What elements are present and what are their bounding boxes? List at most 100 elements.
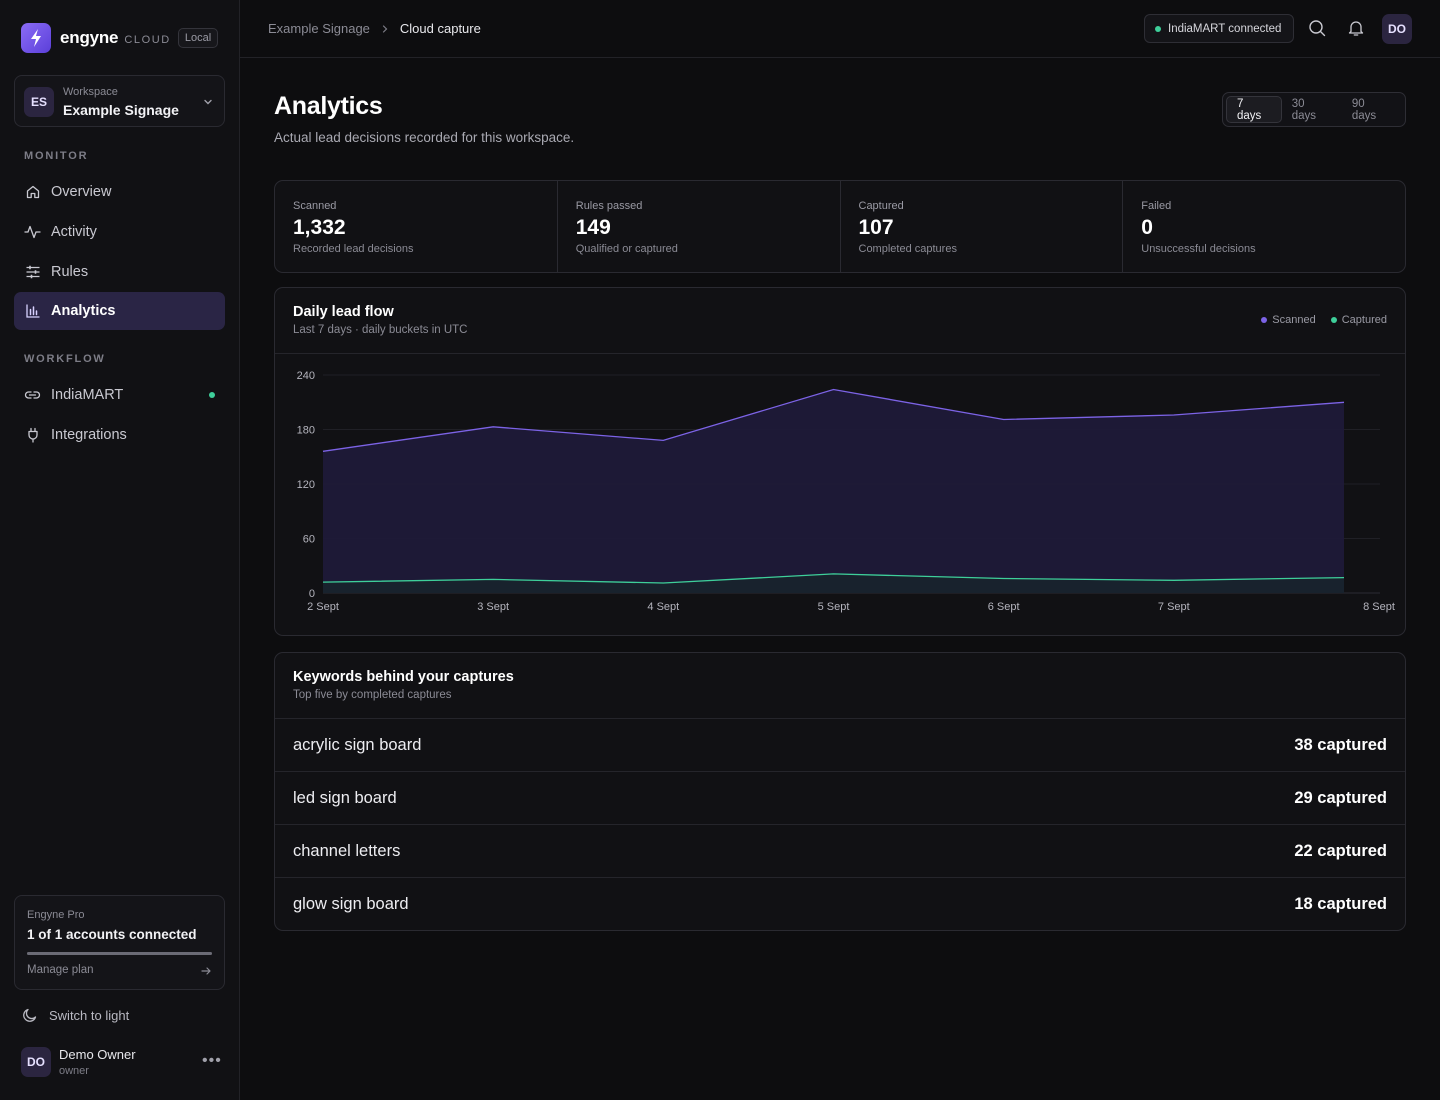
x-tick-label: 3 Sept (477, 601, 509, 613)
series-area-scanned (323, 389, 1344, 593)
page-title: Analytics (274, 92, 383, 120)
keyword-count: 38 captured (1294, 736, 1387, 754)
x-tick-label: 4 Sept (647, 601, 679, 613)
user-avatar[interactable]: DO (21, 1047, 51, 1077)
sidebar-item-label: Analytics (51, 303, 116, 319)
stats-strip: Scanned 1,332 Recorded lead decisions Ru… (274, 180, 1406, 273)
stat-scanned: Scanned 1,332 Recorded lead decisions (275, 181, 558, 272)
user-name: Demo Owner (59, 1047, 136, 1062)
theme-toggle-button[interactable]: Switch to light (22, 1007, 129, 1023)
stat-label: Scanned (293, 200, 337, 212)
home-icon (24, 184, 41, 201)
connection-status-badge[interactable]: IndiaMART connected (1144, 14, 1294, 43)
legend-swatch (1261, 317, 1268, 323)
keyword-count: 18 captured (1294, 895, 1387, 913)
y-tick-label: 60 (303, 534, 315, 546)
x-tick-label: 6 Sept (988, 601, 1020, 613)
bell-icon[interactable] (1347, 19, 1365, 37)
legend-item-captured: Captured (1330, 314, 1387, 326)
keyword-name: channel letters (293, 842, 401, 860)
account-avatar[interactable]: DO (1382, 14, 1412, 44)
sidebar-item-integrations[interactable]: Integrations (14, 416, 225, 454)
series-line-scanned (322, 388, 1345, 452)
keyword-count: 22 captured (1294, 842, 1387, 860)
user-role: owner (59, 1065, 89, 1077)
y-tick-label: 0 (309, 588, 315, 600)
row-divider (275, 877, 1405, 878)
search-icon[interactable] (1308, 19, 1326, 37)
workspace-name: Example Signage (63, 102, 179, 118)
bar-chart-icon (24, 303, 41, 320)
y-tick-label: 240 (297, 370, 315, 382)
row-divider (275, 824, 1405, 825)
more-options-icon[interactable]: ••• (202, 1052, 222, 1069)
range-option-90-days[interactable]: 90 days (1351, 97, 1377, 122)
arrow-right-icon[interactable] (200, 964, 212, 982)
stat-label: Rules passed (575, 200, 643, 212)
stat-label: Captured (858, 200, 904, 212)
keyword-row[interactable]: glow sign board 18 captured (275, 878, 1405, 931)
chart-legend: Scanned Captured (1246, 314, 1387, 326)
theme-toggle-label: Switch to light (49, 1007, 130, 1023)
series-line-captured (322, 573, 1345, 584)
stat-value: 149 (575, 216, 611, 239)
keyword-count: 29 captured (1294, 789, 1387, 807)
workspace-switcher[interactable]: ES Workspace Example Signage (14, 75, 225, 127)
sidebar-item-label: Rules (51, 264, 89, 280)
card-divider (275, 353, 1405, 354)
legend-label: Scanned (1272, 314, 1316, 326)
sidebar-item-label: Integrations (51, 427, 127, 443)
keyword-name: led sign board (293, 789, 397, 807)
daily-lead-flow-chart: 0 60 120 180 240 2 Sept 3 Sept 4 Sept 5 Sept 6 Se… (297, 370, 1395, 613)
range-option-7-days[interactable]: 7 days (1226, 96, 1282, 123)
card-divider (275, 718, 1405, 719)
keyword-row[interactable]: channel letters 22 captured (275, 825, 1405, 878)
keyword-row[interactable]: led sign board 29 captured (275, 772, 1405, 825)
connection-status-label: IndiaMART connected (1168, 22, 1282, 35)
sidebar: engyne CLOUD Local ES Workspace Example … (0, 0, 240, 1100)
lightning-logo-icon (21, 23, 51, 53)
stat-note: Completed captures (858, 243, 957, 255)
stat-note: Recorded lead decisions (293, 243, 414, 255)
sidebar-item-indiamart[interactable]: IndiaMART (14, 376, 225, 414)
sidebar-item-overview[interactable]: Overview (14, 173, 225, 211)
workspace-label: Workspace (63, 86, 118, 98)
series-area-captured (323, 573, 1344, 593)
connected-status-dot (209, 392, 215, 398)
keyword-name: glow sign board (293, 895, 409, 913)
sidebar-item-analytics[interactable]: Analytics (14, 292, 225, 330)
sidebar-item-label: IndiaMART (51, 387, 124, 403)
stat-value: 107 (858, 216, 894, 239)
brand-subtitle: CLOUD (124, 33, 171, 46)
card-title: Keywords behind your captures (293, 669, 514, 685)
breadcrumb-current: Cloud capture (399, 21, 481, 36)
stat-note: Qualified or captured (575, 243, 678, 255)
sidebar-item-activity[interactable]: Activity (14, 213, 225, 251)
x-tick-label: 2 Sept (307, 601, 339, 613)
top-bar: Example Signage Cloud capture IndiaMART … (240, 0, 1440, 58)
section-label-workflow: WORKFLOW (24, 353, 106, 365)
page-subtitle: Actual lead decisions recorded for this … (274, 130, 575, 145)
keyword-row[interactable]: acrylic sign board 38 captured (275, 719, 1405, 772)
plan-name: Engyne Pro (27, 909, 85, 921)
brand[interactable]: engyne CLOUD Local (21, 23, 219, 53)
x-tick-label: 5 Sept (818, 601, 850, 613)
section-label-monitor: MONITOR (24, 150, 89, 162)
keywords-card: Keywords behind your captures Top five b… (274, 652, 1406, 931)
manage-plan-link[interactable]: Manage plan (27, 964, 94, 976)
workspace-avatar: ES (24, 87, 54, 117)
chevron-down-icon (202, 95, 214, 113)
card-subtitle: Top five by completed captures (293, 689, 452, 701)
daily-lead-flow-card: Daily lead flow Last 7 days · daily buck… (274, 287, 1406, 636)
breadcrumb-workspace[interactable]: Example Signage (268, 21, 370, 36)
legend-item-scanned: Scanned (1261, 314, 1316, 326)
x-tick-label: 8 Sept (1363, 601, 1395, 613)
sidebar-item-label: Overview (51, 184, 112, 200)
stat-value: 1,332 (293, 216, 346, 239)
range-option-30-days[interactable]: 30 days (1291, 97, 1317, 122)
breadcrumb: Example Signage Cloud capture (268, 21, 481, 36)
sidebar-item-rules[interactable]: Rules (14, 253, 225, 291)
activity-icon (24, 224, 41, 241)
sidebar-item-label: Activity (51, 224, 97, 240)
card-title: Daily lead flow (293, 304, 394, 320)
